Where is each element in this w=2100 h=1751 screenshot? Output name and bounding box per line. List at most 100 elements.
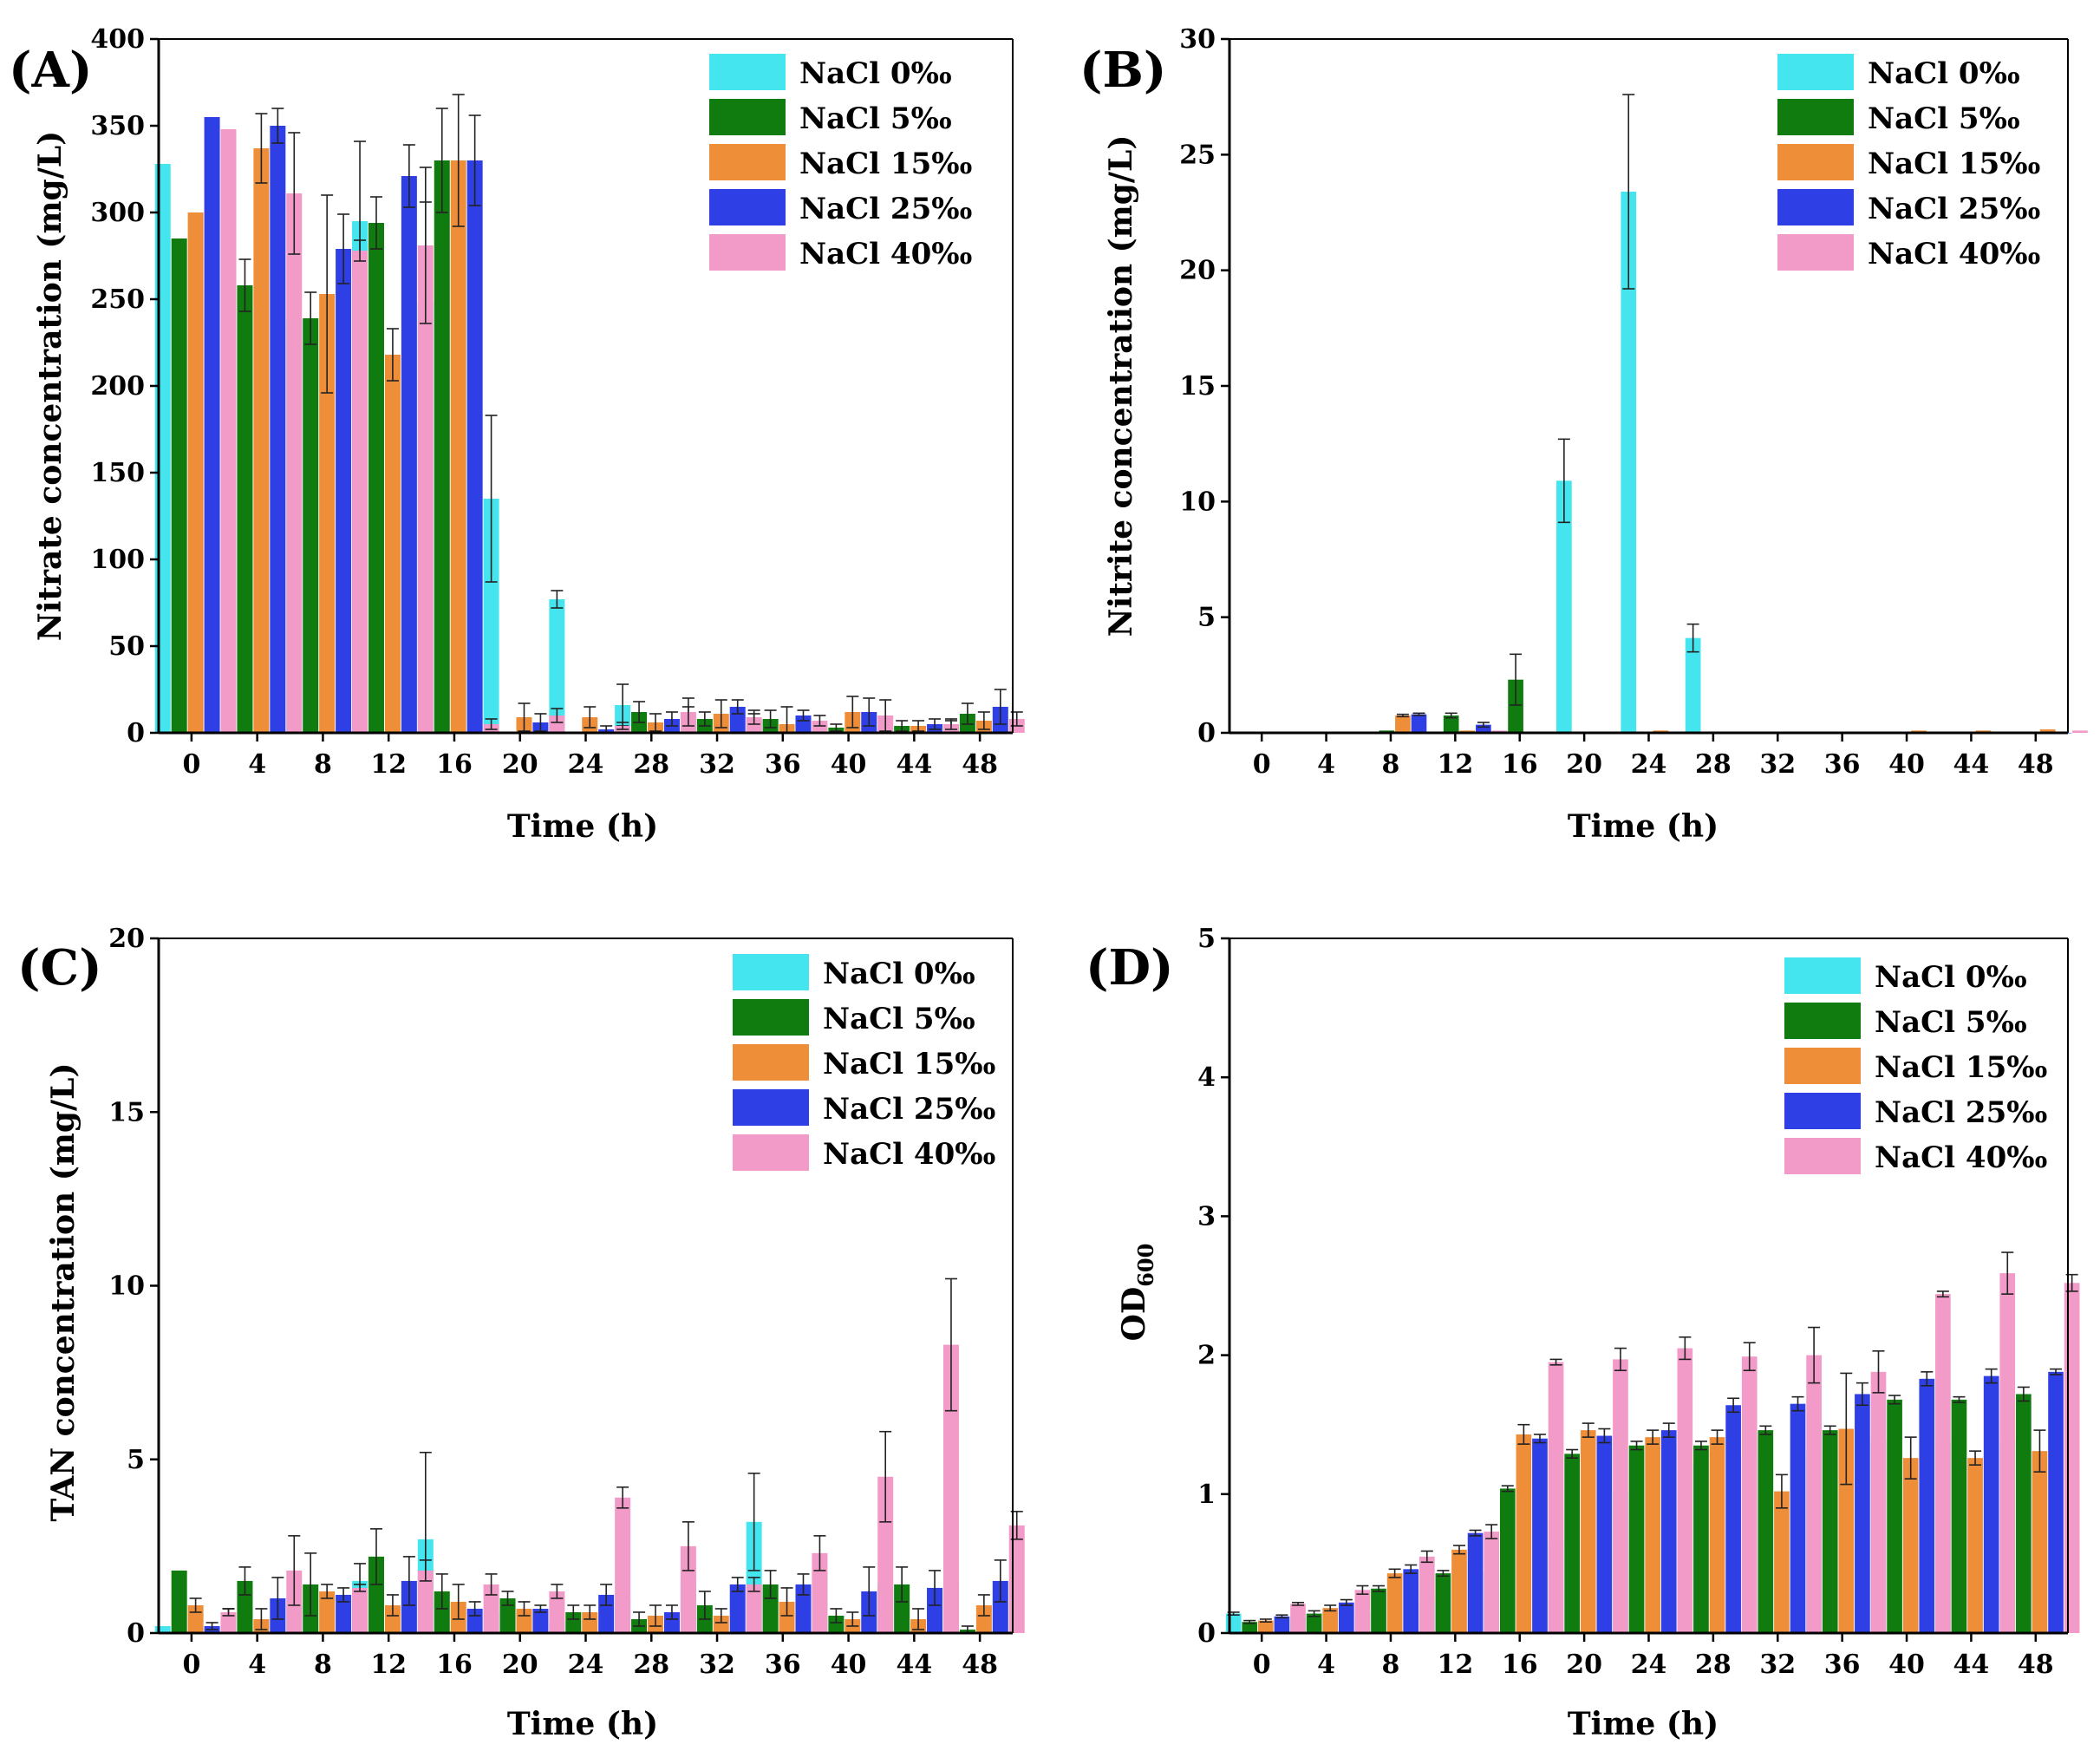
bar — [1443, 715, 1459, 733]
error-bar — [1533, 1434, 1546, 1444]
error-bar — [600, 1584, 613, 1606]
error-bar — [386, 328, 399, 382]
x-tick-label: 20 — [1566, 749, 1602, 780]
y-tick-label: 350 — [90, 111, 145, 141]
bar — [417, 245, 434, 733]
legend-swatch — [1784, 1048, 1861, 1084]
error-bar — [747, 1577, 760, 1592]
bar — [1660, 1430, 1677, 1633]
bar — [1403, 1569, 1419, 1633]
bar — [1258, 1620, 1274, 1633]
y-tick-label: 2 — [1197, 1341, 1216, 1371]
legend-label: NaCl 15‰ — [823, 1047, 995, 1081]
bar — [729, 1584, 746, 1633]
bar — [565, 1611, 582, 1633]
x-axis-title: Time (h) — [1568, 808, 1718, 845]
legend-swatch — [709, 189, 786, 225]
legend-swatch — [1784, 957, 1861, 994]
legend-swatch — [733, 1134, 809, 1171]
error-bar — [977, 1594, 990, 1617]
bar — [828, 1615, 845, 1633]
error-bar — [682, 697, 695, 727]
x-tick-label: 16 — [1502, 749, 1538, 780]
error-bar — [1985, 1368, 1998, 1384]
error-bar — [2050, 1368, 2063, 1375]
error-bar — [337, 1587, 350, 1603]
error-bar — [1445, 712, 1458, 719]
legend-swatch — [1777, 189, 1854, 225]
bar — [1677, 1348, 1693, 1633]
y-tick-label: 150 — [90, 458, 145, 488]
series-4 — [220, 1277, 1025, 1633]
error-bar — [321, 194, 334, 394]
error-bar — [238, 1566, 251, 1596]
error-bar — [1292, 1601, 1305, 1606]
bar — [1919, 1378, 1935, 1633]
error-bar — [1872, 1349, 1885, 1394]
error-bar — [468, 114, 481, 206]
legend-swatch — [1777, 144, 1854, 180]
bar — [1242, 1622, 1258, 1633]
x-tick-label: 36 — [1824, 749, 1861, 780]
error-bar — [1711, 1429, 1724, 1445]
x-tick-label: 0 — [182, 1650, 200, 1680]
bar — [2072, 730, 2088, 733]
y-tick-label: 5 — [1197, 924, 1216, 954]
bar — [1371, 1588, 1386, 1633]
error-bar — [879, 699, 892, 732]
legend-swatch — [1784, 1003, 1861, 1039]
bar — [1855, 1394, 1870, 1633]
legend-label: NaCl 5‰ — [1868, 101, 2020, 136]
error-bar — [402, 144, 415, 208]
bar — [1484, 1532, 1500, 1633]
bar — [1902, 1458, 1919, 1633]
error-bar — [1694, 1441, 1707, 1451]
error-bar — [698, 1591, 711, 1620]
legend-swatch — [733, 999, 809, 1036]
bar — [2064, 1283, 2080, 1633]
error-bar — [830, 1608, 843, 1624]
bar — [812, 1552, 828, 1633]
x-tick-label: 32 — [1759, 749, 1796, 780]
error-bar — [369, 1528, 382, 1585]
bar — [466, 160, 483, 733]
error-bar — [1275, 1614, 1288, 1619]
bar — [2048, 1371, 2064, 1633]
y-tick-label: 20 — [1179, 256, 1216, 286]
y-tick-label: 0 — [1197, 1618, 1216, 1649]
bar — [549, 715, 565, 733]
legend-label: NaCl 0‰ — [799, 56, 952, 91]
y-axis-title: Nitrate concentration (mg/L) — [32, 131, 68, 641]
error-bar — [863, 1566, 876, 1617]
error-bar — [222, 1608, 235, 1617]
bar — [1685, 637, 1701, 733]
bar — [2016, 1394, 2032, 1633]
error-bar — [1679, 1336, 1692, 1361]
x-tick-label: 12 — [1437, 749, 1473, 780]
series-3 — [204, 108, 1008, 734]
error-bar — [1517, 1423, 1530, 1445]
bar — [795, 715, 812, 733]
legend: NaCl 0‰ NaCl 5‰ NaCl 15‰ NaCl 25‰ NaCl 40‰ — [1784, 957, 2047, 1175]
bar — [663, 1611, 680, 1633]
error-bar — [1791, 1395, 1804, 1412]
x-tick-label: 8 — [1382, 749, 1400, 780]
bar — [992, 1580, 1008, 1633]
x-tick-label: 48 — [2018, 749, 2054, 780]
error-bar — [2017, 1386, 2030, 1402]
legend-label: NaCl 15‰ — [1875, 1050, 2047, 1085]
error-bar — [896, 1566, 909, 1603]
error-bar — [1904, 1436, 1917, 1480]
error-bar — [912, 720, 925, 732]
error-bar — [452, 1584, 465, 1620]
x-tick-label: 20 — [502, 1650, 538, 1680]
error-bar — [321, 1584, 334, 1599]
bar — [549, 1591, 565, 1633]
error-bar — [1501, 1485, 1514, 1493]
y-tick-label: 10 — [1179, 487, 1216, 517]
error-bar — [485, 415, 498, 583]
series-2 — [187, 94, 992, 734]
y-tick-label: 0 — [127, 718, 145, 748]
